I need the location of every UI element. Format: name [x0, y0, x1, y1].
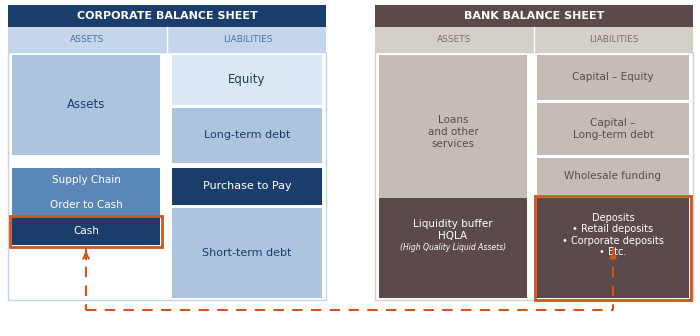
Bar — [172, 168, 322, 205]
Text: Capital –
Long-term debt: Capital – Long-term debt — [573, 118, 653, 140]
Bar — [172, 108, 322, 163]
Text: BANK BALANCE SHEET: BANK BALANCE SHEET — [464, 11, 604, 21]
Text: Equity: Equity — [228, 74, 266, 86]
Text: CORPORATE BALANCE SHEET: CORPORATE BALANCE SHEET — [76, 11, 258, 21]
Bar — [12, 55, 160, 155]
Text: Assets: Assets — [66, 98, 105, 112]
Bar — [10, 216, 162, 247]
Bar — [12, 218, 160, 245]
Bar — [172, 208, 322, 298]
Bar — [537, 103, 689, 155]
Text: Cash: Cash — [73, 226, 99, 236]
Bar — [375, 52, 693, 300]
Bar — [12, 193, 160, 218]
Text: Wholesale funding: Wholesale funding — [564, 171, 662, 181]
Text: Capital – Equity: Capital – Equity — [572, 72, 654, 82]
Bar — [172, 55, 322, 105]
Text: Supply Chain: Supply Chain — [52, 175, 120, 185]
Bar — [8, 5, 326, 27]
Bar — [12, 168, 160, 193]
Text: ASSETS: ASSETS — [70, 35, 104, 43]
Text: ASSETS: ASSETS — [437, 35, 471, 43]
Bar — [375, 5, 693, 27]
Text: (High Quality Liquid Assets): (High Quality Liquid Assets) — [400, 244, 506, 252]
Bar — [8, 27, 326, 52]
Text: Short-term debt: Short-term debt — [202, 248, 292, 258]
Text: Long-term debt: Long-term debt — [204, 130, 290, 140]
Bar — [537, 55, 689, 100]
Bar — [537, 198, 689, 298]
Text: Liquidity buffer
HQLA: Liquidity buffer HQLA — [413, 219, 493, 241]
Text: Purchase to Pay: Purchase to Pay — [203, 181, 291, 191]
Bar — [375, 27, 693, 52]
Bar — [379, 55, 527, 210]
Text: Order to Cash: Order to Cash — [50, 200, 122, 210]
Bar — [535, 196, 691, 300]
Text: Loans
and other
services: Loans and other services — [428, 115, 478, 149]
Bar — [8, 52, 326, 300]
Text: Deposits
• Retail deposits
• Corporate deposits
• Etc.: Deposits • Retail deposits • Corporate d… — [562, 213, 664, 257]
Text: LIABILITIES: LIABILITIES — [589, 35, 638, 43]
Bar — [537, 158, 689, 195]
Text: LIABILITIES: LIABILITIES — [223, 35, 273, 43]
Bar — [379, 198, 527, 298]
